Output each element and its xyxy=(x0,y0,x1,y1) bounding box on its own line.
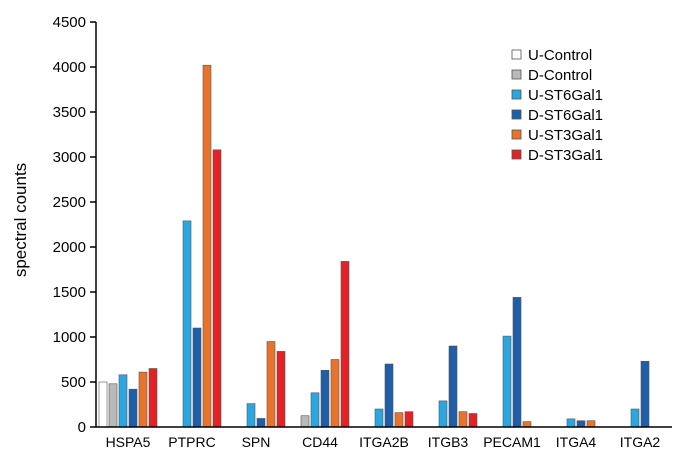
legend-swatch xyxy=(511,69,522,80)
bar-d-st6gal1-itga2 xyxy=(640,360,650,428)
legend-swatch xyxy=(511,149,522,160)
bar-u-st6gal1-hspa5 xyxy=(118,374,128,428)
bar-d-control-cd44 xyxy=(300,415,310,428)
bar-u-st6gal1-ptprc xyxy=(182,220,192,428)
bar-d-control-hspa5 xyxy=(108,383,118,428)
bar-d-st6gal1-spn xyxy=(256,418,266,428)
x-axis-category-labels: HSPA5 PTPRC SPN CD44 ITGA2B ITGB3 PECAM1 ITGA4 I… xyxy=(106,434,661,450)
y-tick-label: 500 xyxy=(61,374,86,391)
legend-swatch xyxy=(511,129,522,140)
bar-u-st3gal1-spn xyxy=(266,341,276,428)
bar-u-st6gal1-itga4 xyxy=(566,418,576,428)
legend-label: U-Control xyxy=(528,47,592,64)
y-tick-label: 3500 xyxy=(53,104,86,121)
bar-d-st3gal1-cd44 xyxy=(340,261,350,428)
y-tick-label: 1500 xyxy=(53,284,86,301)
bar-d-st3gal1-hspa5 xyxy=(148,368,158,428)
bar-u-st6gal1-itga2b xyxy=(374,408,384,428)
x-category-label: HSPA5 xyxy=(106,434,151,450)
x-category-label: PECAM1 xyxy=(483,434,541,450)
bar-d-st6gal1-cd44 xyxy=(320,369,330,428)
x-category-label: ITGA2B xyxy=(359,434,409,450)
legend: U-Control D-Control U-ST6Gal1 D-ST6Gal1 U-ST… xyxy=(511,47,603,164)
x-category-label: ITGB3 xyxy=(428,434,469,450)
y-tick-label: 4500 xyxy=(53,14,86,31)
bar-u-st3gal1-itgb3 xyxy=(458,411,468,428)
bar-d-st3gal1-ptprc xyxy=(212,149,222,428)
y-tick-label: 3000 xyxy=(53,149,86,166)
bar-d-st3gal1-itgb3 xyxy=(468,413,478,428)
bar-d-st6gal1-itga2b xyxy=(384,363,394,428)
bar-u-st3gal1-itga2b xyxy=(394,412,404,428)
bar-u-st6gal1-cd44 xyxy=(310,392,320,428)
y-tick-label: 1000 xyxy=(53,329,86,346)
y-tick-label: 4000 xyxy=(53,59,86,76)
bar-d-st6gal1-itga4 xyxy=(576,420,586,428)
bar-u-st3gal1-ptprc xyxy=(202,64,212,428)
bar-d-st6gal1-pecam1 xyxy=(512,297,522,428)
bar-d-st3gal1-itga2b xyxy=(404,411,414,428)
legend-label: U-ST6Gal1 xyxy=(528,87,603,104)
legend-label: D-ST6Gal1 xyxy=(528,107,603,124)
y-tick-label: 2500 xyxy=(53,194,86,211)
bar-series-group xyxy=(98,64,650,428)
bar-u-st6gal1-itga2 xyxy=(630,408,640,428)
x-category-label: CD44 xyxy=(302,434,338,450)
legend-label: U-ST3Gal1 xyxy=(528,127,603,144)
bar-d-st3gal1-spn xyxy=(276,351,286,428)
y-tick-label: 0 xyxy=(78,419,86,436)
x-category-label: SPN xyxy=(242,434,271,450)
bar-u-st6gal1-spn xyxy=(246,403,256,428)
bar-d-st6gal1-itgb3 xyxy=(448,345,458,428)
x-category-label: PTPRC xyxy=(168,434,215,450)
legend-swatch xyxy=(511,49,522,60)
y-tick-label: 2000 xyxy=(53,239,86,256)
legend-swatch xyxy=(511,89,522,100)
bar-u-st6gal1-itgb3 xyxy=(438,400,448,428)
legend-swatch xyxy=(511,109,522,120)
bar-u-st6gal1-pecam1 xyxy=(502,335,512,428)
bar-d-st6gal1-ptprc xyxy=(192,327,202,428)
legend-label: D-ST3Gal1 xyxy=(528,147,603,164)
bar-u-st3gal1-hspa5 xyxy=(138,371,148,428)
y-axis-title: spectral counts xyxy=(11,163,30,277)
legend-label: D-Control xyxy=(528,67,592,84)
bar-u-st3gal1-cd44 xyxy=(330,359,340,428)
bar-u-control-hspa5 xyxy=(98,381,108,428)
bar-u-st3gal1-pecam1 xyxy=(522,421,532,428)
bar-u-st3gal1-itga4 xyxy=(586,420,596,428)
y-axis-ticks: 0 500 1000 1500 2000 2500 3000 3500 4000 4500 xyxy=(53,14,96,436)
bar-d-st6gal1-hspa5 xyxy=(128,388,138,428)
x-category-label: ITGA4 xyxy=(556,434,597,450)
x-category-label: ITGA2 xyxy=(620,434,661,450)
